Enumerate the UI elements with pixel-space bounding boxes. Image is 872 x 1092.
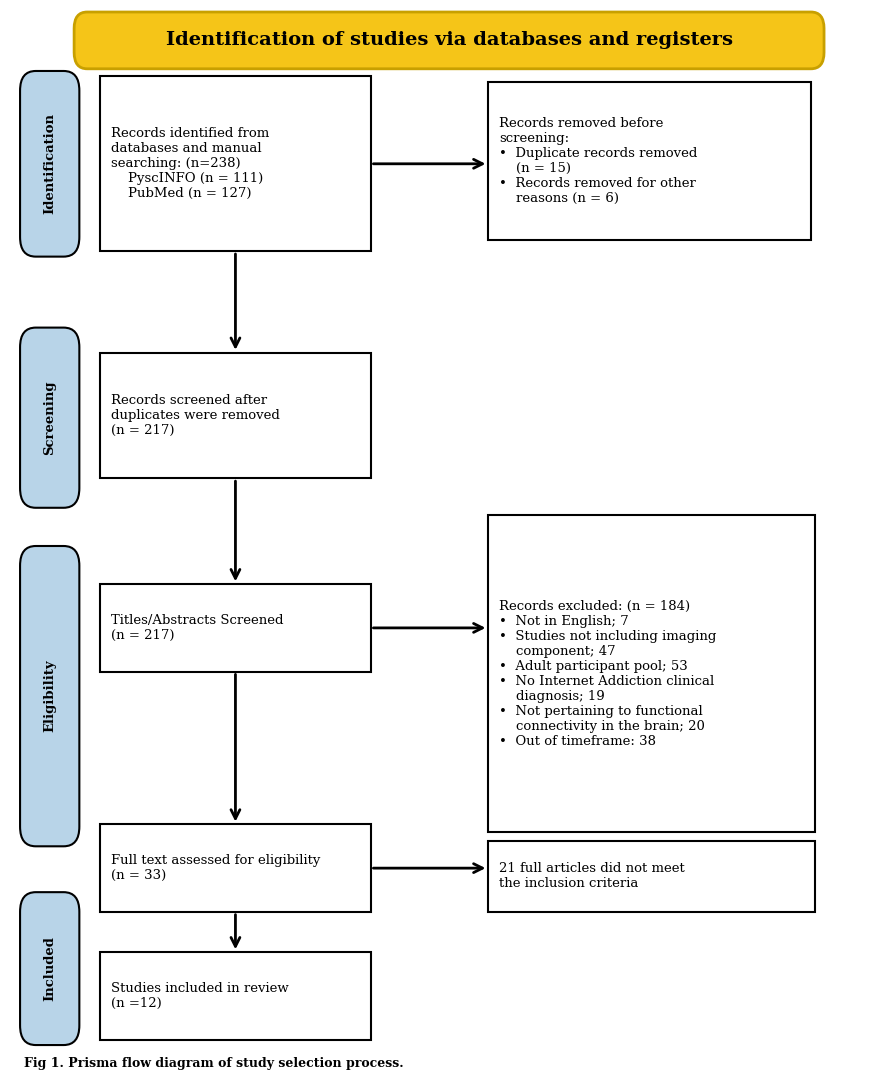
Text: Full text assessed for eligibility
(n = 33): Full text assessed for eligibility (n = … xyxy=(111,854,320,882)
FancyBboxPatch shape xyxy=(488,82,811,240)
FancyBboxPatch shape xyxy=(20,892,79,1045)
Text: Records screened after
duplicates were removed
(n = 217): Records screened after duplicates were r… xyxy=(111,394,280,437)
FancyBboxPatch shape xyxy=(100,952,371,1040)
FancyBboxPatch shape xyxy=(100,584,371,672)
Text: Studies included in review
(n =12): Studies included in review (n =12) xyxy=(111,982,289,1010)
Text: 21 full articles did not meet
the inclusion criteria: 21 full articles did not meet the inclus… xyxy=(499,863,685,890)
Text: Screening: Screening xyxy=(44,380,56,455)
Text: Identification of studies via databases and registers: Identification of studies via databases … xyxy=(166,32,732,49)
Text: Fig 1. Prisma flow diagram of study selection process.: Fig 1. Prisma flow diagram of study sele… xyxy=(24,1057,404,1070)
Text: Records identified from
databases and manual
searching: (n=238)
    PyscINFO (n : Records identified from databases and ma… xyxy=(111,128,269,200)
Text: Titles/Abstracts Screened
(n = 217): Titles/Abstracts Screened (n = 217) xyxy=(111,614,283,642)
FancyBboxPatch shape xyxy=(100,824,371,912)
FancyBboxPatch shape xyxy=(488,841,815,912)
FancyBboxPatch shape xyxy=(100,353,371,478)
Text: Identification: Identification xyxy=(44,114,56,214)
FancyBboxPatch shape xyxy=(20,546,79,846)
FancyBboxPatch shape xyxy=(74,12,824,69)
FancyBboxPatch shape xyxy=(20,71,79,257)
Text: Records excluded: (n = 184)
•  Not in English; 7
•  Studies not including imagin: Records excluded: (n = 184) • Not in Eng… xyxy=(499,600,716,748)
Text: Records removed before
screening:
•  Duplicate records removed
    (n = 15)
•  R: Records removed before screening: • Dupl… xyxy=(499,117,697,205)
FancyBboxPatch shape xyxy=(20,328,79,508)
Text: Eligibility: Eligibility xyxy=(44,660,56,733)
FancyBboxPatch shape xyxy=(488,515,815,832)
Text: Included: Included xyxy=(44,936,56,1001)
FancyBboxPatch shape xyxy=(100,76,371,251)
